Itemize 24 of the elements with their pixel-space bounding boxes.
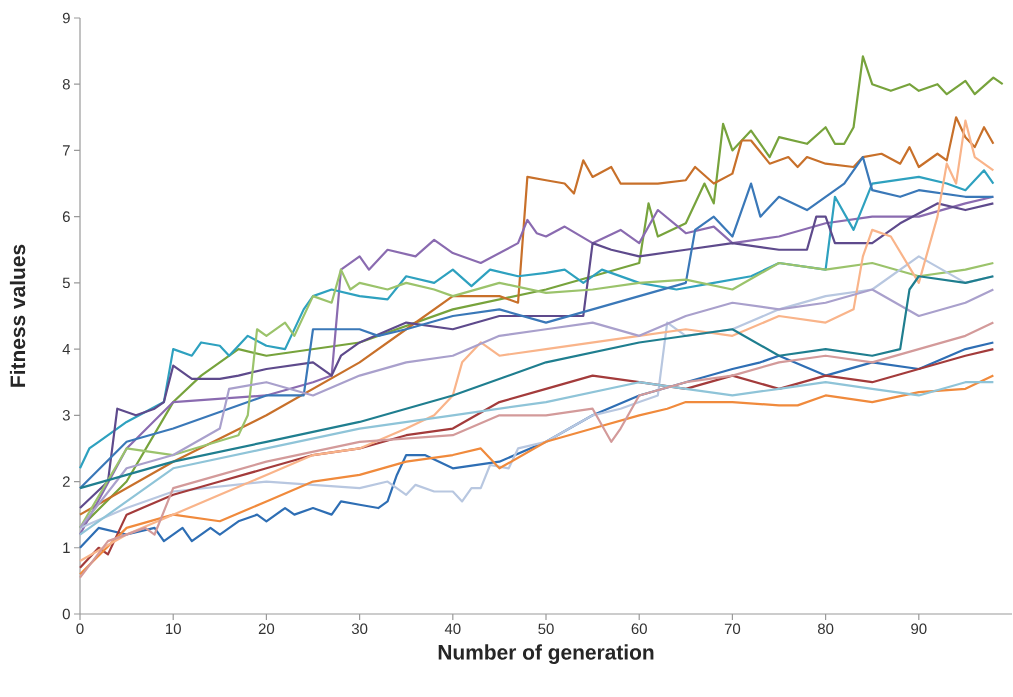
y-tick-label: 7	[62, 145, 70, 156]
y-tick-label: 6	[62, 211, 70, 222]
x-tick-label: 50	[538, 623, 554, 635]
y-tick-label: 0	[62, 608, 70, 620]
line-series	[78, 275, 995, 490]
x-tick-label: 20	[258, 623, 275, 635]
x-tick-label: 60	[631, 623, 647, 635]
y-tick-label: 3	[62, 410, 70, 421]
y-tick-label: 9	[62, 12, 70, 24]
x-tick-label: 0	[76, 623, 84, 635]
y-tick-label: 2	[62, 476, 70, 487]
x-tick-label: 70	[724, 623, 741, 635]
y-tick-label: 5	[62, 277, 70, 289]
y-tick-label: 8	[62, 78, 70, 90]
x-tick-label: 40	[444, 623, 461, 635]
y-tick-label: 4	[62, 343, 71, 355]
x-tick-label: 90	[911, 623, 927, 635]
x-axis-title: Number of generation	[438, 644, 654, 664]
y-tick-label: 1	[63, 542, 70, 553]
y-axis-title: Fitness values	[9, 244, 26, 387]
line-series	[78, 381, 995, 536]
x-tick-label: 80	[817, 623, 834, 635]
x-tick-label: 30	[351, 623, 368, 635]
x-tick-label: 10	[166, 623, 181, 635]
